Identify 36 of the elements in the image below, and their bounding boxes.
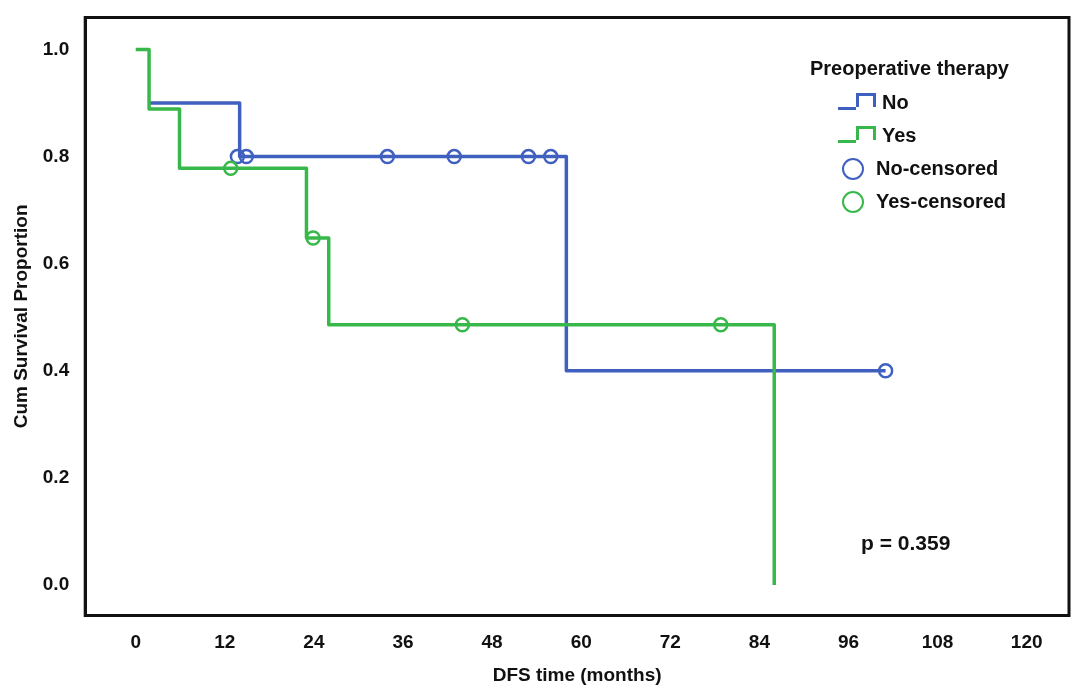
y-tick-label: 0.6 xyxy=(42,251,70,273)
x-tick-label: 48 xyxy=(481,631,503,653)
x-tick-label: 0 xyxy=(130,631,141,653)
x-tick-label: 72 xyxy=(659,631,681,653)
point xyxy=(543,148,559,165)
legend-label: Yes-censored xyxy=(876,190,1007,214)
legend-label: No-censored xyxy=(876,157,999,181)
y-tick-label: 0.4 xyxy=(42,358,70,380)
x-tick-label: 108 xyxy=(921,631,954,653)
annotation: p = 0.359 xyxy=(861,531,951,555)
y-tick-label: 0.8 xyxy=(42,144,70,166)
y-tick-label: 1.0 xyxy=(42,37,70,59)
point xyxy=(454,316,471,333)
point xyxy=(379,148,396,165)
legend-label: Yes xyxy=(882,124,917,148)
x-axis-title: DFS time (months) xyxy=(492,663,662,685)
point xyxy=(877,362,894,379)
legend-label: No xyxy=(882,91,909,115)
point xyxy=(713,316,729,333)
y-tick-label: 0.0 xyxy=(42,573,70,595)
legend-title: Preoperative therapy xyxy=(810,57,1009,81)
x-tick-label: 120 xyxy=(1010,631,1043,653)
point xyxy=(229,148,246,165)
point xyxy=(222,160,239,177)
x-tick-label: 84 xyxy=(748,631,771,653)
x-tick-label: 60 xyxy=(570,631,592,653)
x-tick-label: 24 xyxy=(303,631,325,653)
x-tick-label: 96 xyxy=(837,631,860,653)
y-axis-title: Cum Survival Proportion xyxy=(9,204,31,429)
y-tick-label: 0.2 xyxy=(42,466,70,488)
x-tick-label: 36 xyxy=(392,631,414,653)
point xyxy=(446,148,462,165)
point xyxy=(305,230,321,246)
point xyxy=(238,148,255,165)
x-tick-label: 12 xyxy=(214,631,236,653)
point xyxy=(520,148,537,165)
